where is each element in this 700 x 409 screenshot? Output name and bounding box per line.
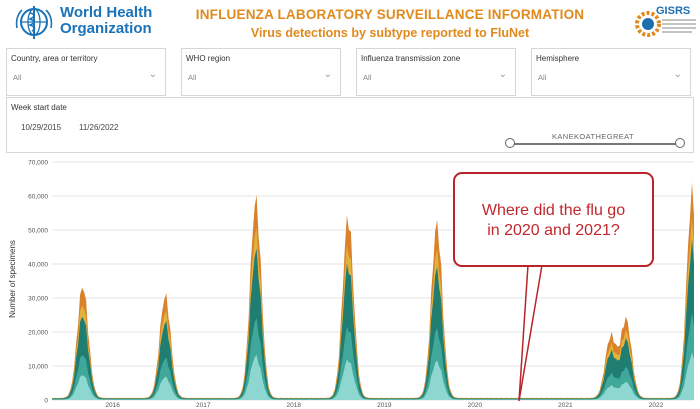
y-tick-label: 30,000	[28, 296, 48, 303]
page-title-block: INFLUENZA LABORATORY SURVEILLANCE INFORM…	[190, 7, 590, 40]
y-tick-label: 20,000	[28, 330, 48, 337]
filter-who-region[interactable]: WHO region All ⌄	[181, 48, 341, 96]
chart-series-areas	[52, 182, 694, 400]
who-emblem-icon	[15, 6, 53, 39]
x-tick-label: 2019	[377, 402, 392, 409]
org-name-line2: Organization	[60, 20, 152, 37]
date-range-end-input[interactable]: 11/26/2022	[79, 123, 119, 132]
gisrs-logo: GISRS	[635, 5, 696, 37]
chevron-down-icon[interactable]: ⌄	[148, 69, 157, 80]
x-tick-label: 2022	[649, 402, 664, 409]
chevron-down-icon[interactable]: ⌄	[673, 69, 682, 80]
x-tick-label: 2016	[105, 402, 120, 409]
week-start-date-filter: Week start date 10/29/2015 11/26/2022 KA…	[6, 97, 694, 153]
org-name-line1: World Health	[60, 4, 153, 21]
watermark-caption: KANEKOATHEGREAT	[552, 132, 634, 141]
y-tick-label: 60,000	[28, 194, 48, 201]
header-bar: World Health Organization INFLUENZA LABO…	[0, 0, 700, 44]
filter-who-region-value: All	[188, 73, 197, 82]
x-tick-label: 2021	[558, 402, 573, 409]
y-tick-label: 70,000	[28, 160, 48, 167]
light-teal-series-area	[52, 352, 694, 400]
filter-transmission-zone-label: Influenza transmission zone	[361, 54, 461, 63]
virus-detections-chart: 0 10,000 20,000 30,000 40,000 50,000 60,000 70,…	[8, 160, 694, 409]
date-range-slider[interactable]	[510, 143, 680, 145]
page-subtitle: Virus detections by subtype reported to …	[250, 26, 530, 40]
filter-country[interactable]: Country, area or territory All ⌄	[6, 48, 166, 96]
x-axis-ticks: 2016 2017 2018 2019 2020 2021 2022	[105, 402, 663, 409]
chevron-down-icon[interactable]: ⌄	[498, 69, 507, 80]
filter-who-region-label: WHO region	[186, 54, 231, 63]
slider-end-handle[interactable]	[675, 138, 685, 148]
filter-country-value: All	[13, 73, 22, 82]
week-start-date-label: Week start date	[11, 103, 67, 112]
y-tick-label: 10,000	[28, 364, 48, 371]
filter-transmission-zone-value: All	[363, 73, 372, 82]
y-axis-ticks: 0 10,000 20,000 30,000 40,000 50,000 60,000 70,…	[28, 160, 48, 405]
callout-line-1: Where did the flu go	[481, 202, 626, 219]
filter-hemisphere-value: All	[538, 73, 547, 82]
date-range-start-input[interactable]: 10/29/2015	[21, 123, 62, 132]
chevron-down-icon[interactable]: ⌄	[323, 69, 332, 80]
y-tick-label: 50,000	[28, 228, 48, 235]
y-tick-label: 40,000	[28, 262, 48, 269]
filter-transmission-zone[interactable]: Influenza transmission zone All ⌄	[356, 48, 516, 96]
slider-start-handle[interactable]	[505, 138, 515, 148]
who-wordmark: World Health Organization	[60, 5, 152, 37]
filter-hemisphere[interactable]: Hemisphere All ⌄	[531, 48, 691, 96]
x-tick-label: 2018	[287, 402, 302, 409]
callout-line-2: in 2020 and 2021?	[487, 222, 620, 239]
y-axis-label: Number of specimens	[8, 240, 17, 318]
mid-teal-series-area	[52, 312, 694, 400]
filter-hemisphere-label: Hemisphere	[536, 54, 580, 63]
x-tick-label: 2017	[196, 402, 211, 409]
partner-logo-text: GISRS	[656, 5, 690, 17]
y-tick-label: 0	[44, 398, 48, 405]
page-title: INFLUENZA LABORATORY SURVEILLANCE INFORM…	[195, 7, 585, 22]
x-tick-label: 2020	[468, 402, 483, 409]
callout-text: Where did the flu go in 2020 and 2021?	[455, 201, 652, 241]
annotation-callout: Where did the flu go in 2020 and 2021?	[453, 172, 654, 267]
callout-pointer	[518, 264, 543, 402]
filter-country-label: Country, area or territory	[11, 54, 98, 63]
